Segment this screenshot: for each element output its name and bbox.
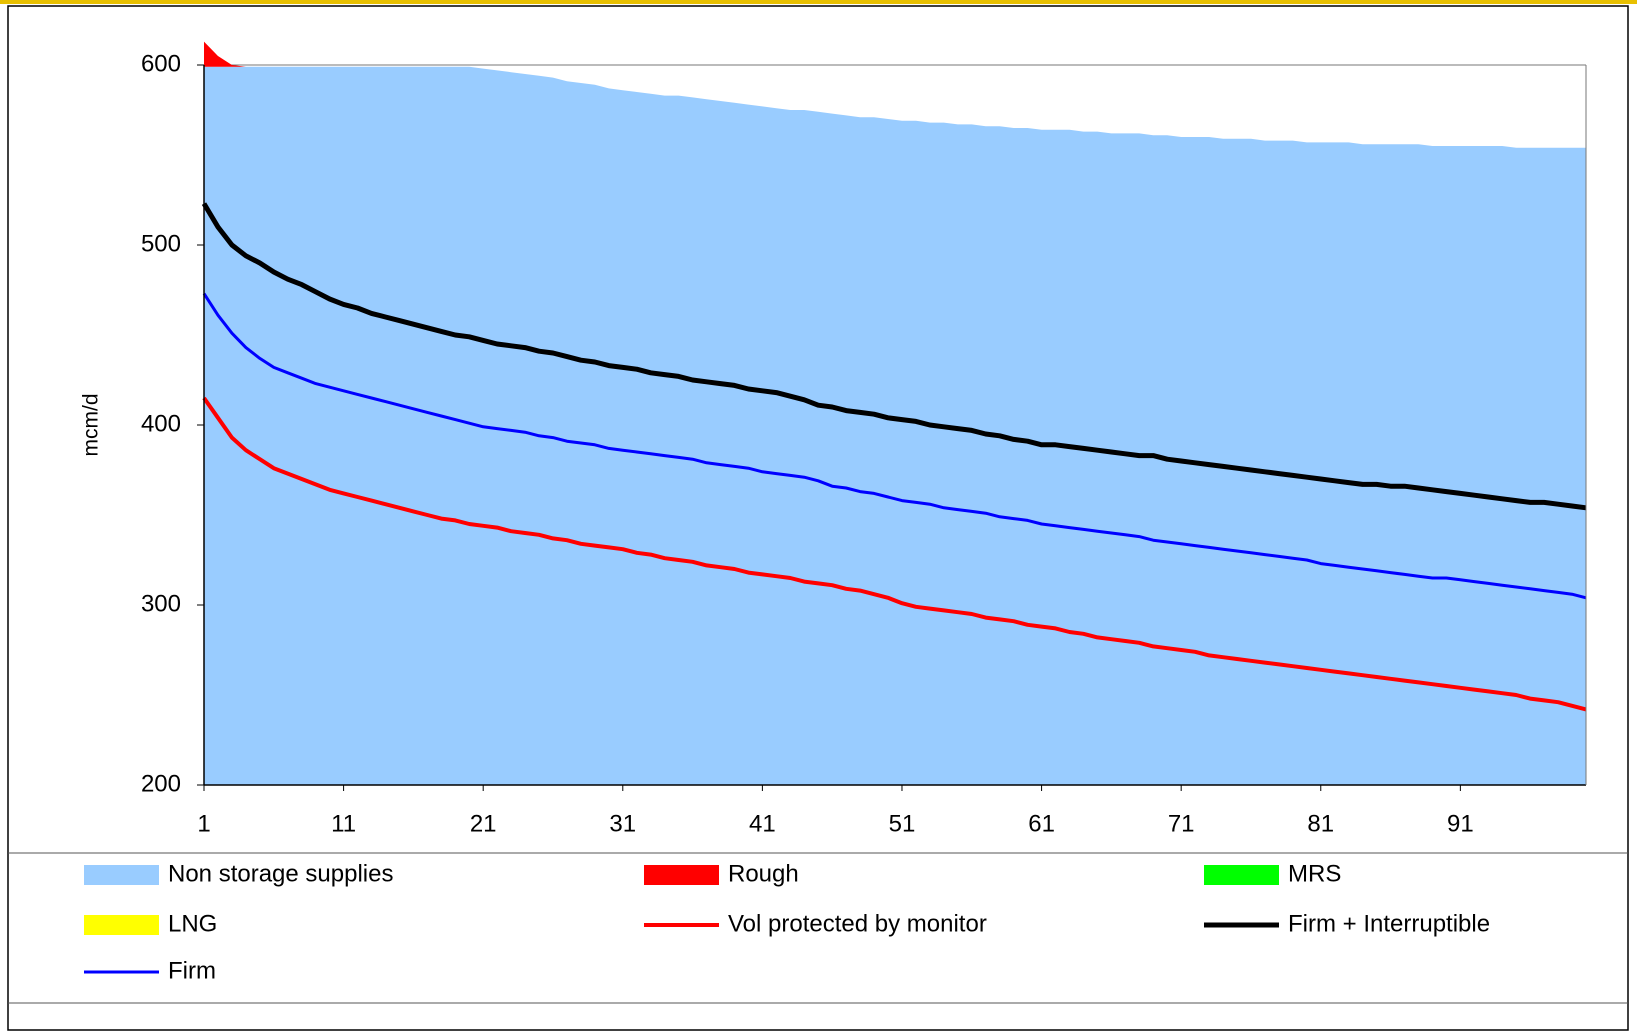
legend-label: Rough	[728, 860, 799, 887]
legend-label: Non storage supplies	[168, 860, 393, 887]
legend-swatch	[84, 915, 159, 935]
y-tick-label: 400	[141, 410, 181, 437]
x-tick-label: 71	[1168, 810, 1195, 837]
area	[204, 66, 1586, 786]
x-tick-label: 31	[609, 810, 636, 837]
x-tick-label: 81	[1307, 810, 1334, 837]
line	[202, 292, 1587, 600]
y-tick-label: 600	[141, 50, 181, 77]
x-tick-label: 41	[749, 810, 776, 837]
legend-label: Firm + Interruptible	[1288, 910, 1490, 937]
legend-label: MRS	[1288, 860, 1341, 887]
frame	[7, 5, 1629, 1031]
x-tick-label: 1	[197, 810, 210, 837]
legend-swatch	[84, 865, 159, 885]
y-tick-label: 500	[141, 230, 181, 257]
legend-swatch	[644, 865, 719, 885]
x-tick-label: 51	[889, 810, 916, 837]
line	[202, 396, 1587, 712]
x-tick-label: 11	[331, 810, 356, 837]
top-strip	[0, 0, 1637, 4]
x-tick-label: 61	[1028, 810, 1055, 837]
legend-label: Firm	[168, 957, 216, 984]
line	[201, 202, 1587, 511]
y-tick-label: 200	[141, 770, 181, 797]
y-tick-label: 300	[141, 590, 181, 617]
legend-swatch	[1204, 865, 1279, 885]
y-axis-label: mcm/d	[80, 394, 103, 457]
legend-label: LNG	[168, 910, 217, 937]
x-tick-label: 21	[470, 810, 497, 837]
legend-label: Vol protected by monitor	[728, 910, 987, 937]
x-tick-label: 91	[1447, 810, 1474, 837]
